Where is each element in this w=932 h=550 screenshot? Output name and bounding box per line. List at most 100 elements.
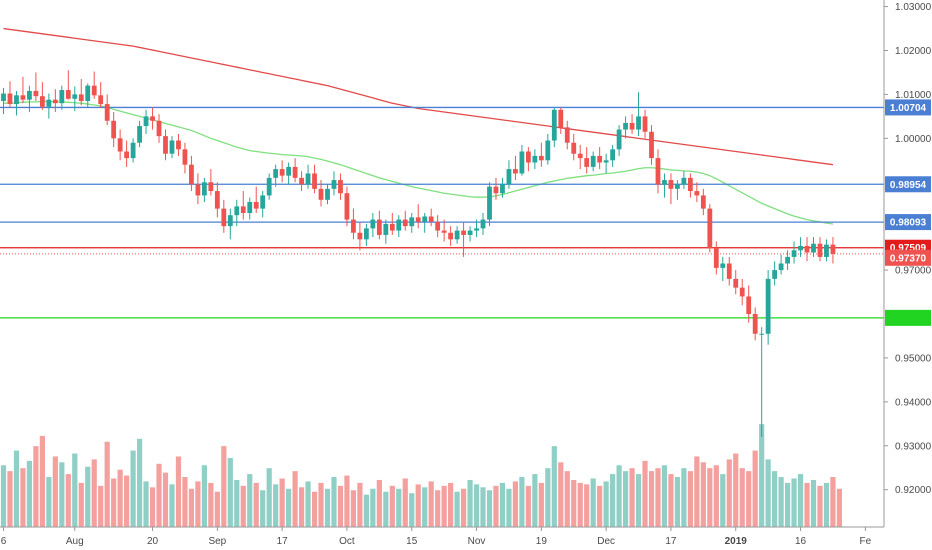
volume-bar	[422, 487, 428, 527]
volume-bar	[39, 435, 45, 527]
volume-bar	[124, 475, 130, 527]
candle-body	[655, 158, 661, 185]
sma-green-line	[3, 100, 834, 225]
candle-body	[130, 142, 136, 159]
volume-bar	[409, 493, 415, 527]
volume-bar	[720, 474, 726, 527]
time-axis[interactable]: 6 Aug 20 Sep 17 Oct 15 Nov 19 Dec 17 2019 16 Fe	[1, 527, 872, 547]
volume-bar	[247, 474, 253, 527]
candle-body	[1, 93, 6, 102]
time-tick-label: Sep	[208, 536, 226, 547]
candle-body	[506, 169, 512, 185]
candle-body	[513, 169, 518, 174]
candle-body	[662, 180, 667, 185]
current-price-badge-label: 0.97370	[890, 253, 927, 264]
candle-body	[584, 158, 590, 167]
candle-body	[746, 296, 752, 315]
candle-body	[299, 177, 304, 185]
volume-bar	[402, 478, 408, 527]
volume-bar	[545, 468, 551, 527]
candle-body	[247, 202, 253, 213]
candle-body	[292, 166, 298, 178]
candle-body	[156, 120, 162, 137]
volume-bar	[266, 468, 272, 527]
volume-bar	[836, 488, 843, 527]
candle-body	[286, 166, 292, 176]
volume-bar	[584, 484, 590, 527]
candle-body	[493, 186, 499, 194]
volume-bar	[759, 424, 765, 527]
volume-bar	[46, 477, 52, 527]
volume-bar	[344, 475, 350, 527]
price-tick-label: 0.92000	[895, 485, 932, 496]
candle-body	[629, 122, 635, 130]
volume-bar	[143, 481, 149, 527]
time-tick-label: 15	[406, 536, 418, 547]
candle-body	[759, 333, 765, 335]
volume-bar	[661, 465, 668, 527]
candle-body	[351, 219, 356, 233]
volume-bar	[7, 471, 13, 527]
volume-bar	[668, 474, 674, 527]
candles	[1, 70, 836, 437]
candle-body	[707, 208, 713, 249]
volume-bar	[486, 490, 493, 527]
volume-bar	[415, 484, 421, 527]
candle-body	[305, 173, 311, 185]
volume-bar	[389, 485, 395, 527]
candle-body	[111, 120, 117, 139]
volume-bar	[648, 471, 655, 527]
candle-body	[402, 219, 408, 227]
price-axis[interactable]: 1.03000 1.02000 1.01000 1.00000 0.97000 0.950…	[884, 2, 932, 496]
time-tick-label: 19	[536, 536, 548, 547]
volume-bar	[590, 478, 596, 527]
candle-body	[636, 116, 641, 130]
volume-bar	[156, 463, 162, 527]
volume-bar	[428, 481, 434, 527]
volume-bar	[98, 485, 104, 527]
volume-bar	[221, 446, 227, 527]
time-tick-label: 2019	[725, 536, 748, 547]
candle-body	[396, 219, 402, 231]
volume-bar	[519, 477, 525, 527]
volume-bar	[162, 472, 169, 527]
candle-body	[649, 131, 654, 159]
volume-bar	[499, 482, 506, 527]
volume-bar	[739, 468, 745, 527]
level-price-badge-label: 1.00704	[890, 103, 927, 114]
volume-bar	[305, 481, 311, 527]
volume-bar	[558, 462, 564, 527]
candle-body	[39, 96, 45, 107]
volume-bar	[778, 477, 784, 527]
candle-body	[234, 206, 240, 216]
volume-bar	[370, 488, 376, 527]
candle-body	[338, 180, 343, 194]
volume-bar	[72, 453, 78, 527]
candle-body	[376, 219, 382, 235]
candle-body	[14, 95, 19, 105]
price-tick-label: 1.02000	[895, 46, 932, 57]
level-price-badge	[885, 99, 931, 116]
candle-body	[195, 184, 201, 196]
candle-body	[33, 90, 39, 97]
volume-bar	[441, 485, 447, 527]
volume-bar	[195, 481, 201, 527]
volume-bar	[772, 471, 778, 527]
candle-body	[798, 245, 803, 251]
candle-body	[597, 155, 603, 163]
candle-body	[474, 228, 479, 231]
volume-bar	[525, 485, 531, 527]
price-tick-label: 0.93000	[895, 441, 932, 452]
volume-bar	[784, 482, 791, 527]
candle-body	[571, 142, 577, 154]
volume-bar	[175, 456, 182, 527]
volume-bar	[610, 474, 616, 527]
price-tick-label: 0.95000	[895, 353, 932, 364]
candle-body	[739, 287, 745, 297]
volume-bar	[493, 485, 499, 527]
candle-body	[454, 230, 460, 240]
candle-body	[78, 94, 84, 102]
volume-bar	[33, 446, 39, 527]
